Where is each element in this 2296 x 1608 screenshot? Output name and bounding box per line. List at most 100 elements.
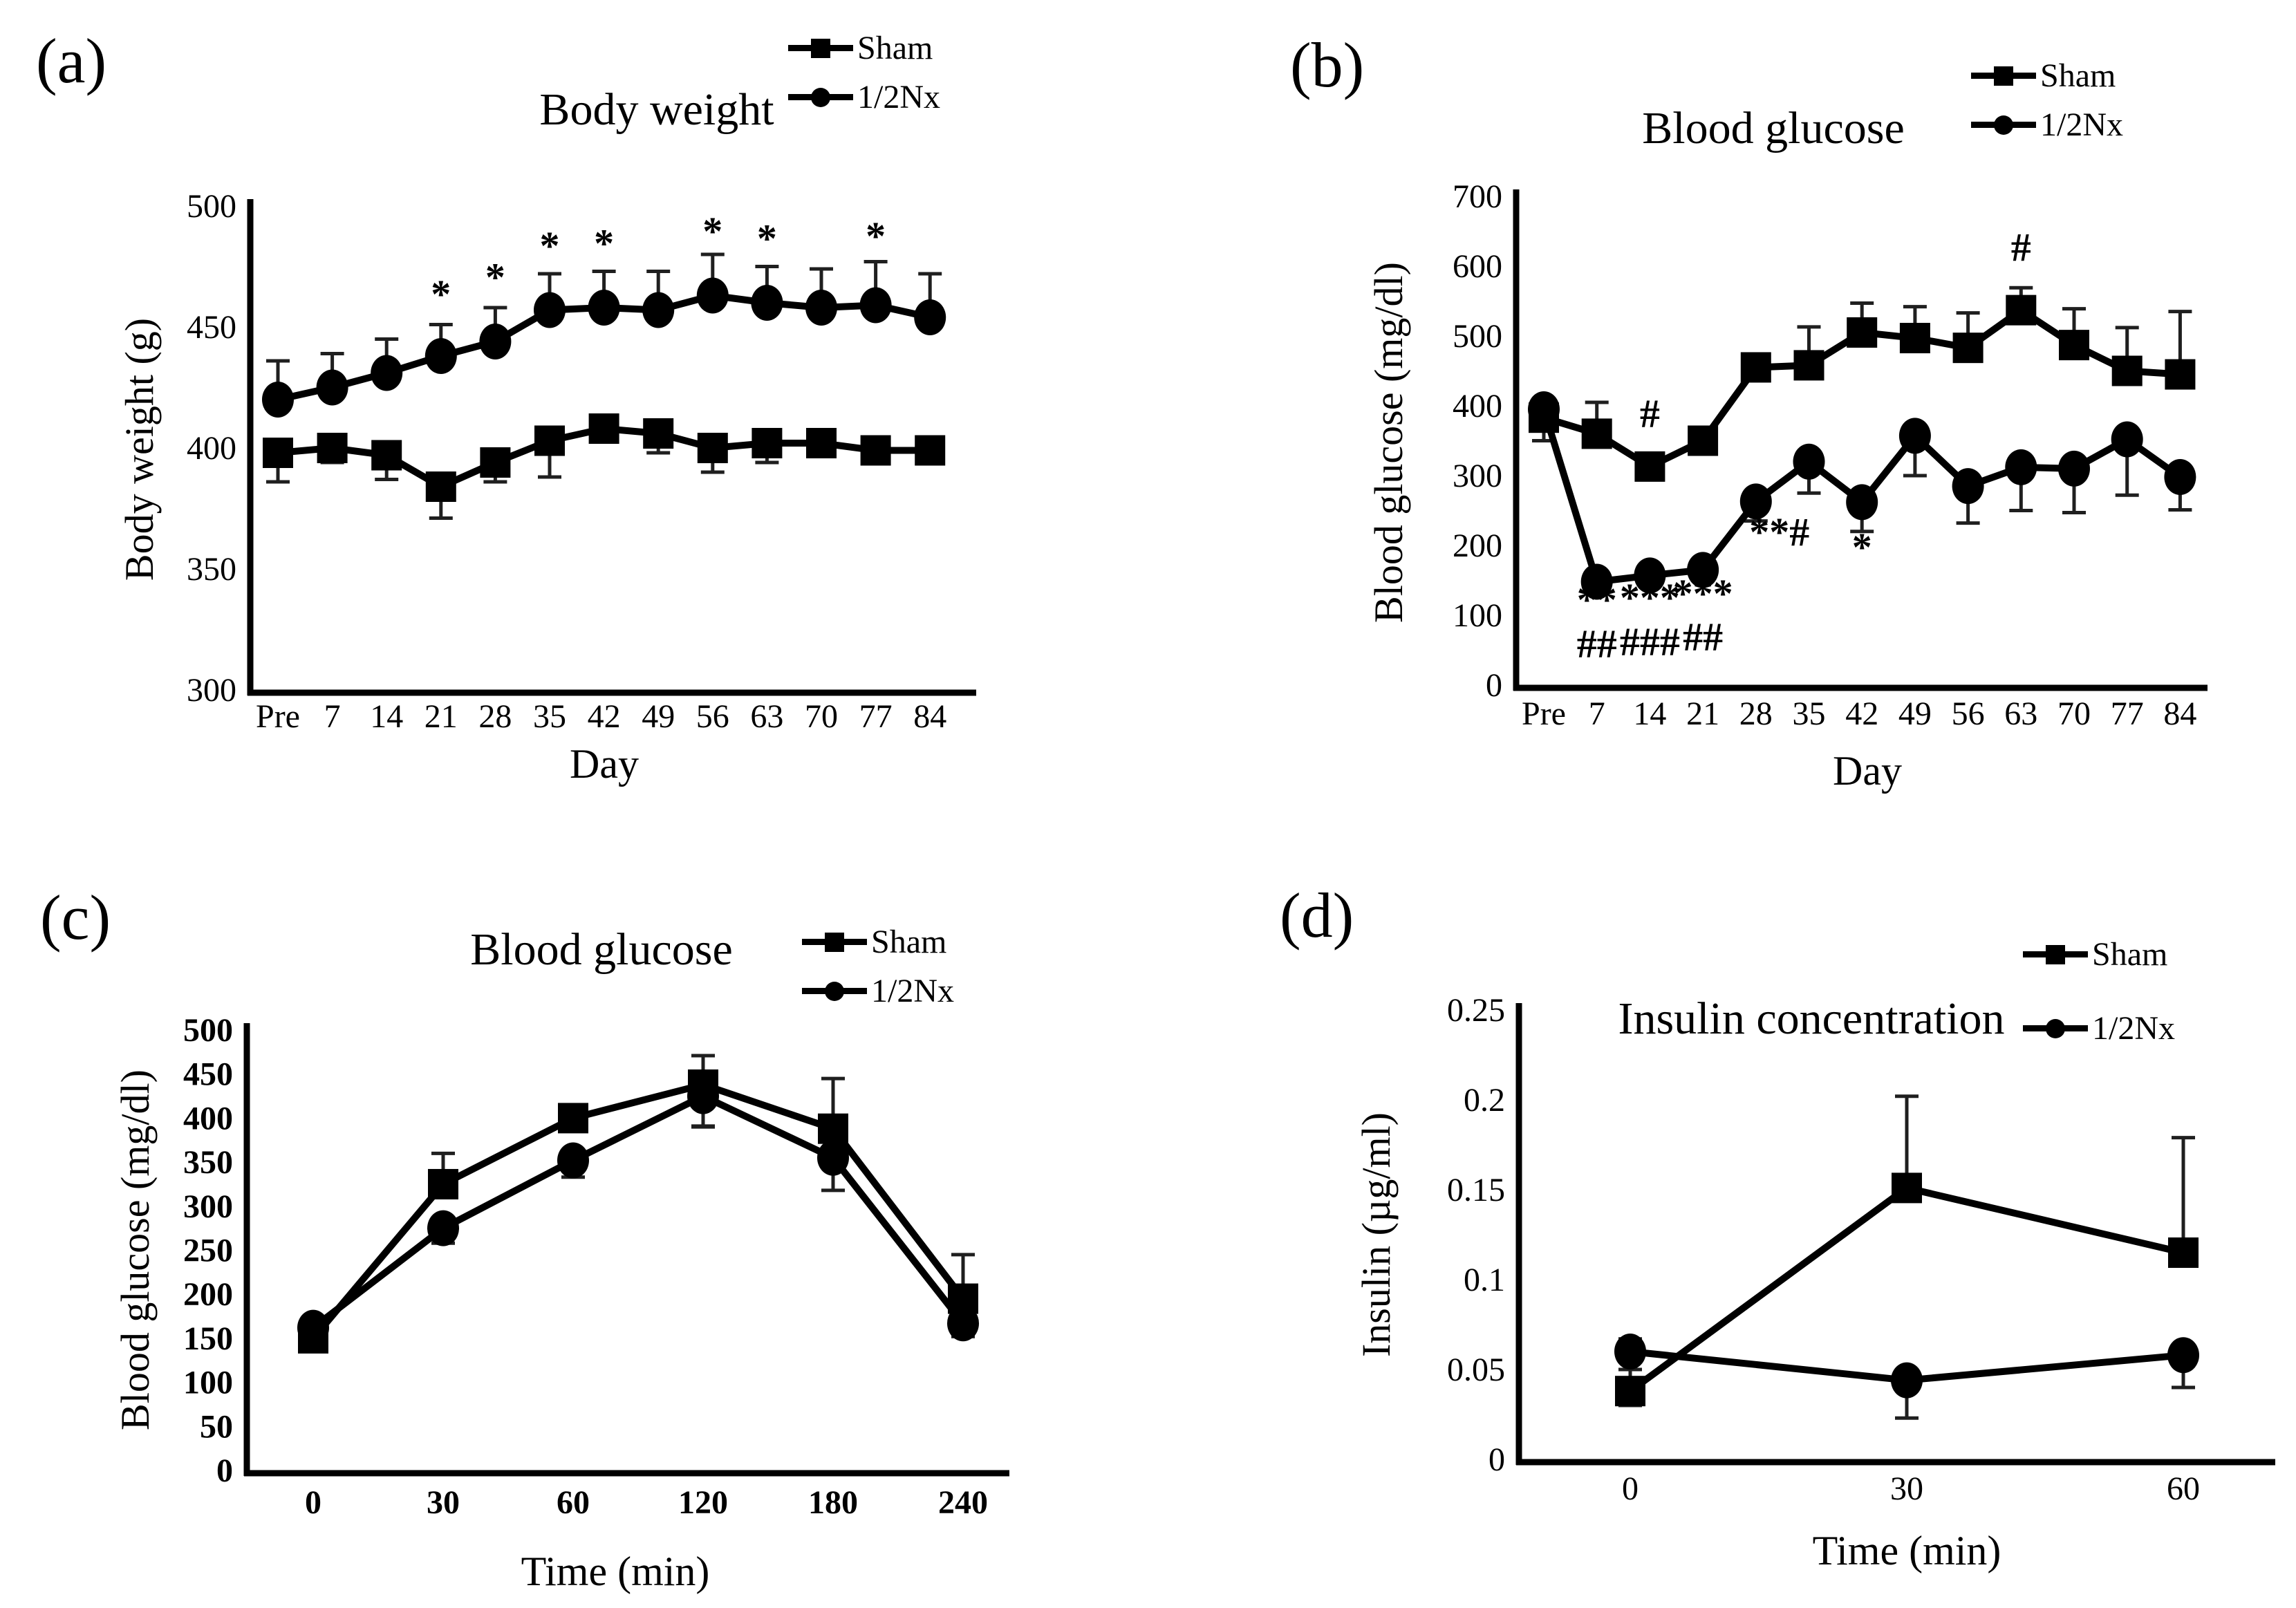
plot-blood-glucose-days: 0 100 200 300 400 500 600 700 Pre 7 14 21 28 35 42 49 56… — [1453, 178, 2208, 732]
data-point-circle — [2167, 1337, 2199, 1374]
y-tick-label: 0 — [216, 1452, 233, 1489]
legend-item-halfnx: 1/2Nx — [1971, 106, 2123, 144]
data-point-square — [480, 447, 511, 478]
legend-label-halfnx: 1/2Nx — [871, 973, 954, 1009]
data-point-square — [558, 1103, 588, 1134]
significance-annotation: * — [702, 209, 722, 254]
x-tick-label: Pre — [256, 698, 300, 735]
significance-annotation: * — [485, 255, 505, 300]
data-point-square — [915, 435, 946, 466]
data-point-square — [752, 428, 783, 458]
x-tick-label: 49 — [1898, 695, 1932, 732]
legend-b: Sham 1/2Nx — [1971, 57, 2123, 155]
data-point-circle — [297, 1309, 329, 1346]
panel-c: (c) Blood glucose Blood glucose (mg/dl) … — [0, 804, 1148, 1608]
halfnx-line-circle-icon — [1971, 115, 2036, 135]
data-point-circle — [1687, 552, 1719, 588]
y-tick-label: 300 — [187, 672, 236, 709]
legend-item-sham: Sham — [1971, 57, 2123, 95]
x-tick-label: 28 — [478, 698, 512, 735]
y-tick-label: 200 — [183, 1276, 233, 1313]
series-sham — [1615, 1094, 2199, 1408]
x-tick-label: 0 — [305, 1484, 321, 1521]
x-tick-label: 30 — [1890, 1470, 1923, 1507]
significance-annotation: ## — [1683, 615, 1723, 660]
y-tick-label: 0.2 — [1464, 1082, 1505, 1119]
data-point-square — [1688, 425, 1719, 456]
data-point-square — [2168, 1237, 2199, 1268]
chart-title-a: Body weight — [539, 84, 774, 135]
y-tick-label: 400 — [183, 1100, 233, 1137]
significance-annotation: *** — [1673, 571, 1733, 616]
data-point-circle — [424, 338, 457, 374]
legend-item-sham: Sham — [788, 29, 940, 67]
y-tick-label: 250 — [183, 1233, 233, 1269]
data-point-circle — [696, 277, 729, 314]
y-tick-label: 300 — [183, 1188, 233, 1225]
data-point-square — [317, 433, 348, 463]
x-tick-label: Pre — [1522, 695, 1566, 732]
data-point-circle — [1739, 483, 1772, 520]
y-tick-label: 0.25 — [1447, 992, 1505, 1029]
series-sham — [263, 413, 946, 520]
data-point-square — [588, 413, 619, 444]
sham-line-square-icon — [788, 38, 853, 58]
data-point-square — [2059, 330, 2089, 361]
x-tick-label: 77 — [859, 698, 893, 735]
x-tick-label: 56 — [1952, 695, 1985, 732]
data-point-circle — [947, 1305, 979, 1342]
data-point-circle — [557, 1142, 589, 1179]
data-point-circle — [371, 355, 403, 391]
panel-label-b: (b) — [1290, 30, 1365, 100]
x-tick-label: 70 — [2057, 695, 2091, 732]
data-point-circle — [262, 382, 294, 418]
x-tick-label: 0 — [1622, 1470, 1639, 1507]
significance-annotation: * — [594, 221, 614, 266]
series-halfnx — [297, 1078, 979, 1346]
x-tick-label: 42 — [588, 698, 621, 735]
series-halfnx — [1614, 1334, 2199, 1420]
significance-annotation: * — [540, 223, 560, 268]
legend-item-halfnx: 1/2Nx — [788, 78, 940, 116]
x-axis-title-b: Day — [1833, 748, 1902, 794]
plot-blood-glucose-ogtt: 0 50 100 150 200 250 300 350 400 450 500 0 30 60 120 18… — [183, 1012, 1009, 1521]
data-point-square — [1740, 352, 1771, 383]
y-tick-label: 500 — [187, 188, 236, 225]
data-point-square — [1615, 1376, 1645, 1407]
chart-title-d: Insulin concentration — [1618, 993, 2005, 1044]
data-point-circle — [1634, 557, 1666, 594]
data-point-square — [818, 1113, 848, 1144]
panel-a: (a) Body weight Body weight (g) Day Sham… — [0, 0, 1148, 804]
y-tick-label: 50 — [200, 1408, 233, 1445]
data-point-square — [806, 428, 837, 458]
sham-line-square-icon — [2023, 944, 2088, 964]
x-tick-label: 63 — [2004, 695, 2037, 732]
data-point-circle — [687, 1078, 719, 1114]
significance-annotation: **# — [1749, 509, 1809, 554]
legend-item-halfnx: 1/2Nx — [802, 972, 954, 1010]
data-point-circle — [642, 292, 675, 328]
x-tick-label: 60 — [2167, 1470, 2200, 1507]
data-point-circle — [2005, 449, 2037, 485]
halfnx-line-circle-icon — [2023, 1018, 2088, 1038]
data-point-square — [2111, 355, 2143, 386]
data-point-square — [371, 440, 402, 471]
legend-item-halfnx: 1/2Nx — [2023, 1009, 2175, 1047]
x-tick-label: 180 — [808, 1484, 858, 1521]
significance-annotation: * — [431, 272, 451, 317]
legend-label-sham: Sham — [2040, 57, 2116, 94]
x-tick-label: 21 — [1686, 695, 1719, 732]
data-point-circle — [1846, 484, 1878, 521]
y-tick-label: 700 — [1453, 178, 1502, 215]
data-point-square — [1899, 323, 1930, 354]
halfnx-line-circle-icon — [788, 87, 853, 107]
significance-annotation: * — [1852, 525, 1872, 570]
data-point-square — [1892, 1172, 1922, 1204]
data-point-circle — [1952, 468, 1984, 505]
panel-label-d: (d) — [1280, 880, 1354, 951]
x-tick-label: 35 — [1793, 695, 1826, 732]
legend-item-sham: Sham — [802, 923, 954, 961]
data-point-circle — [1528, 391, 1560, 428]
data-point-circle — [817, 1139, 849, 1176]
panel-d: (d) Insulin concentration Insulin (µg/ml… — [1148, 804, 2296, 1608]
